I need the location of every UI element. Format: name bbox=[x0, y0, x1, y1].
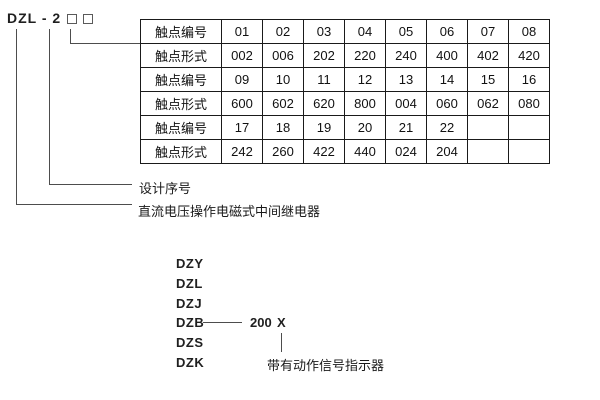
connector-contacts-vline bbox=[70, 29, 71, 43]
contact-form-cell: 402 bbox=[467, 43, 509, 68]
row-header-cell: 触点编号 bbox=[140, 19, 222, 44]
connector-dzb-hline bbox=[203, 322, 242, 323]
series-code-dzl: DZL bbox=[176, 276, 203, 291]
relay-description-label: 直流电压操作电磁式中间继电器 bbox=[138, 204, 321, 219]
row-header-cell: 触点编号 bbox=[140, 67, 222, 92]
row-header-cell: 触点形式 bbox=[140, 91, 222, 116]
contact-number-cell: 08 bbox=[508, 19, 550, 44]
contact-form-cell: 422 bbox=[303, 139, 345, 164]
contact-number-cell bbox=[508, 115, 550, 140]
series-code-dzj: DZJ bbox=[176, 296, 203, 311]
contact-form-cell: 024 bbox=[385, 139, 427, 164]
series-code-dzy: DZY bbox=[176, 256, 204, 271]
series-code-dzs: DZS bbox=[176, 335, 204, 350]
series-code-dzb: DZB bbox=[176, 315, 205, 330]
contact-number-cell: 14 bbox=[426, 67, 468, 92]
table-row: 触点编号 09 10 11 12 13 14 15 16 bbox=[140, 67, 550, 92]
series-code-dzk: DZK bbox=[176, 355, 205, 370]
row-header-cell: 触点编号 bbox=[140, 115, 222, 140]
contact-form-cell: 220 bbox=[344, 43, 386, 68]
contact-form-cell bbox=[508, 139, 550, 164]
contact-number-cell: 20 bbox=[344, 115, 386, 140]
contact-number-cell: 05 bbox=[385, 19, 427, 44]
contact-form-cell: 062 bbox=[467, 91, 509, 116]
connector-serial-hline bbox=[49, 184, 132, 185]
contact-number-cell: 11 bbox=[303, 67, 345, 92]
contact-form-cell: 060 bbox=[426, 91, 468, 116]
table-row: 触点编号 17 18 19 20 21 22 bbox=[140, 115, 550, 140]
placeholder-box-1 bbox=[67, 13, 78, 24]
model-code-text: DZL - 2 bbox=[7, 10, 62, 26]
placeholder-box-2 bbox=[83, 13, 94, 24]
table-row: 触点形式 600 602 620 800 004 060 062 080 bbox=[140, 91, 550, 116]
table-row: 触点编号 01 02 03 04 05 06 07 08 bbox=[140, 19, 550, 44]
contact-form-cell: 004 bbox=[385, 91, 427, 116]
connector-suffix-vline bbox=[281, 333, 282, 352]
contact-number-cell: 02 bbox=[262, 19, 304, 44]
series-suffix-x: X bbox=[277, 315, 286, 330]
contact-form-cell: 080 bbox=[508, 91, 550, 116]
contact-form-cell: 602 bbox=[262, 91, 304, 116]
contact-form-cell: 620 bbox=[303, 91, 345, 116]
contact-number-cell: 09 bbox=[221, 67, 263, 92]
row-header-cell: 触点形式 bbox=[140, 139, 222, 164]
contact-form-cell: 400 bbox=[426, 43, 468, 68]
contact-number-cell: 22 bbox=[426, 115, 468, 140]
connector-contacts-hline bbox=[70, 43, 140, 44]
contact-number-cell: 12 bbox=[344, 67, 386, 92]
contact-number-cell: 13 bbox=[385, 67, 427, 92]
contact-form-cell: 204 bbox=[426, 139, 468, 164]
contact-form-cell: 002 bbox=[221, 43, 263, 68]
contact-number-cell: 17 bbox=[221, 115, 263, 140]
row-header-cell: 触点形式 bbox=[140, 43, 222, 68]
contact-number-cell: 19 bbox=[303, 115, 345, 140]
contact-number-cell: 03 bbox=[303, 19, 345, 44]
contact-number-cell: 06 bbox=[426, 19, 468, 44]
series-number: 200 bbox=[250, 315, 272, 330]
contact-form-cell: 242 bbox=[221, 139, 263, 164]
table-row: 触点形式 242 260 422 440 024 204 bbox=[140, 139, 550, 164]
contact-number-cell: 07 bbox=[467, 19, 509, 44]
contact-number-cell: 16 bbox=[508, 67, 550, 92]
contact-number-cell bbox=[467, 115, 509, 140]
table-row: 触点形式 002 006 202 220 240 400 402 420 bbox=[140, 43, 550, 68]
contact-form-cell: 600 bbox=[221, 91, 263, 116]
contact-number-cell: 10 bbox=[262, 67, 304, 92]
connector-serial-vline bbox=[49, 29, 50, 185]
contact-form-cell: 260 bbox=[262, 139, 304, 164]
model-code: DZL - 2 bbox=[7, 10, 94, 26]
contact-form-cell: 006 bbox=[262, 43, 304, 68]
contact-form-cell: 800 bbox=[344, 91, 386, 116]
contact-number-cell: 04 bbox=[344, 19, 386, 44]
contact-number-cell: 15 bbox=[467, 67, 509, 92]
contact-number-cell: 01 bbox=[221, 19, 263, 44]
contact-code-table: 触点编号 01 02 03 04 05 06 07 08 触点形式 002 00… bbox=[140, 19, 550, 164]
connector-family-hline bbox=[16, 204, 132, 205]
contact-form-cell: 240 bbox=[385, 43, 427, 68]
contact-number-cell: 18 bbox=[262, 115, 304, 140]
connector-family-vline bbox=[16, 29, 17, 205]
contact-number-cell: 21 bbox=[385, 115, 427, 140]
contact-form-cell: 420 bbox=[508, 43, 550, 68]
contact-form-cell bbox=[467, 139, 509, 164]
design-serial-label: 设计序号 bbox=[139, 181, 192, 196]
indicator-note-label: 带有动作信号指示器 bbox=[267, 358, 385, 373]
contact-form-cell: 440 bbox=[344, 139, 386, 164]
contact-form-cell: 202 bbox=[303, 43, 345, 68]
